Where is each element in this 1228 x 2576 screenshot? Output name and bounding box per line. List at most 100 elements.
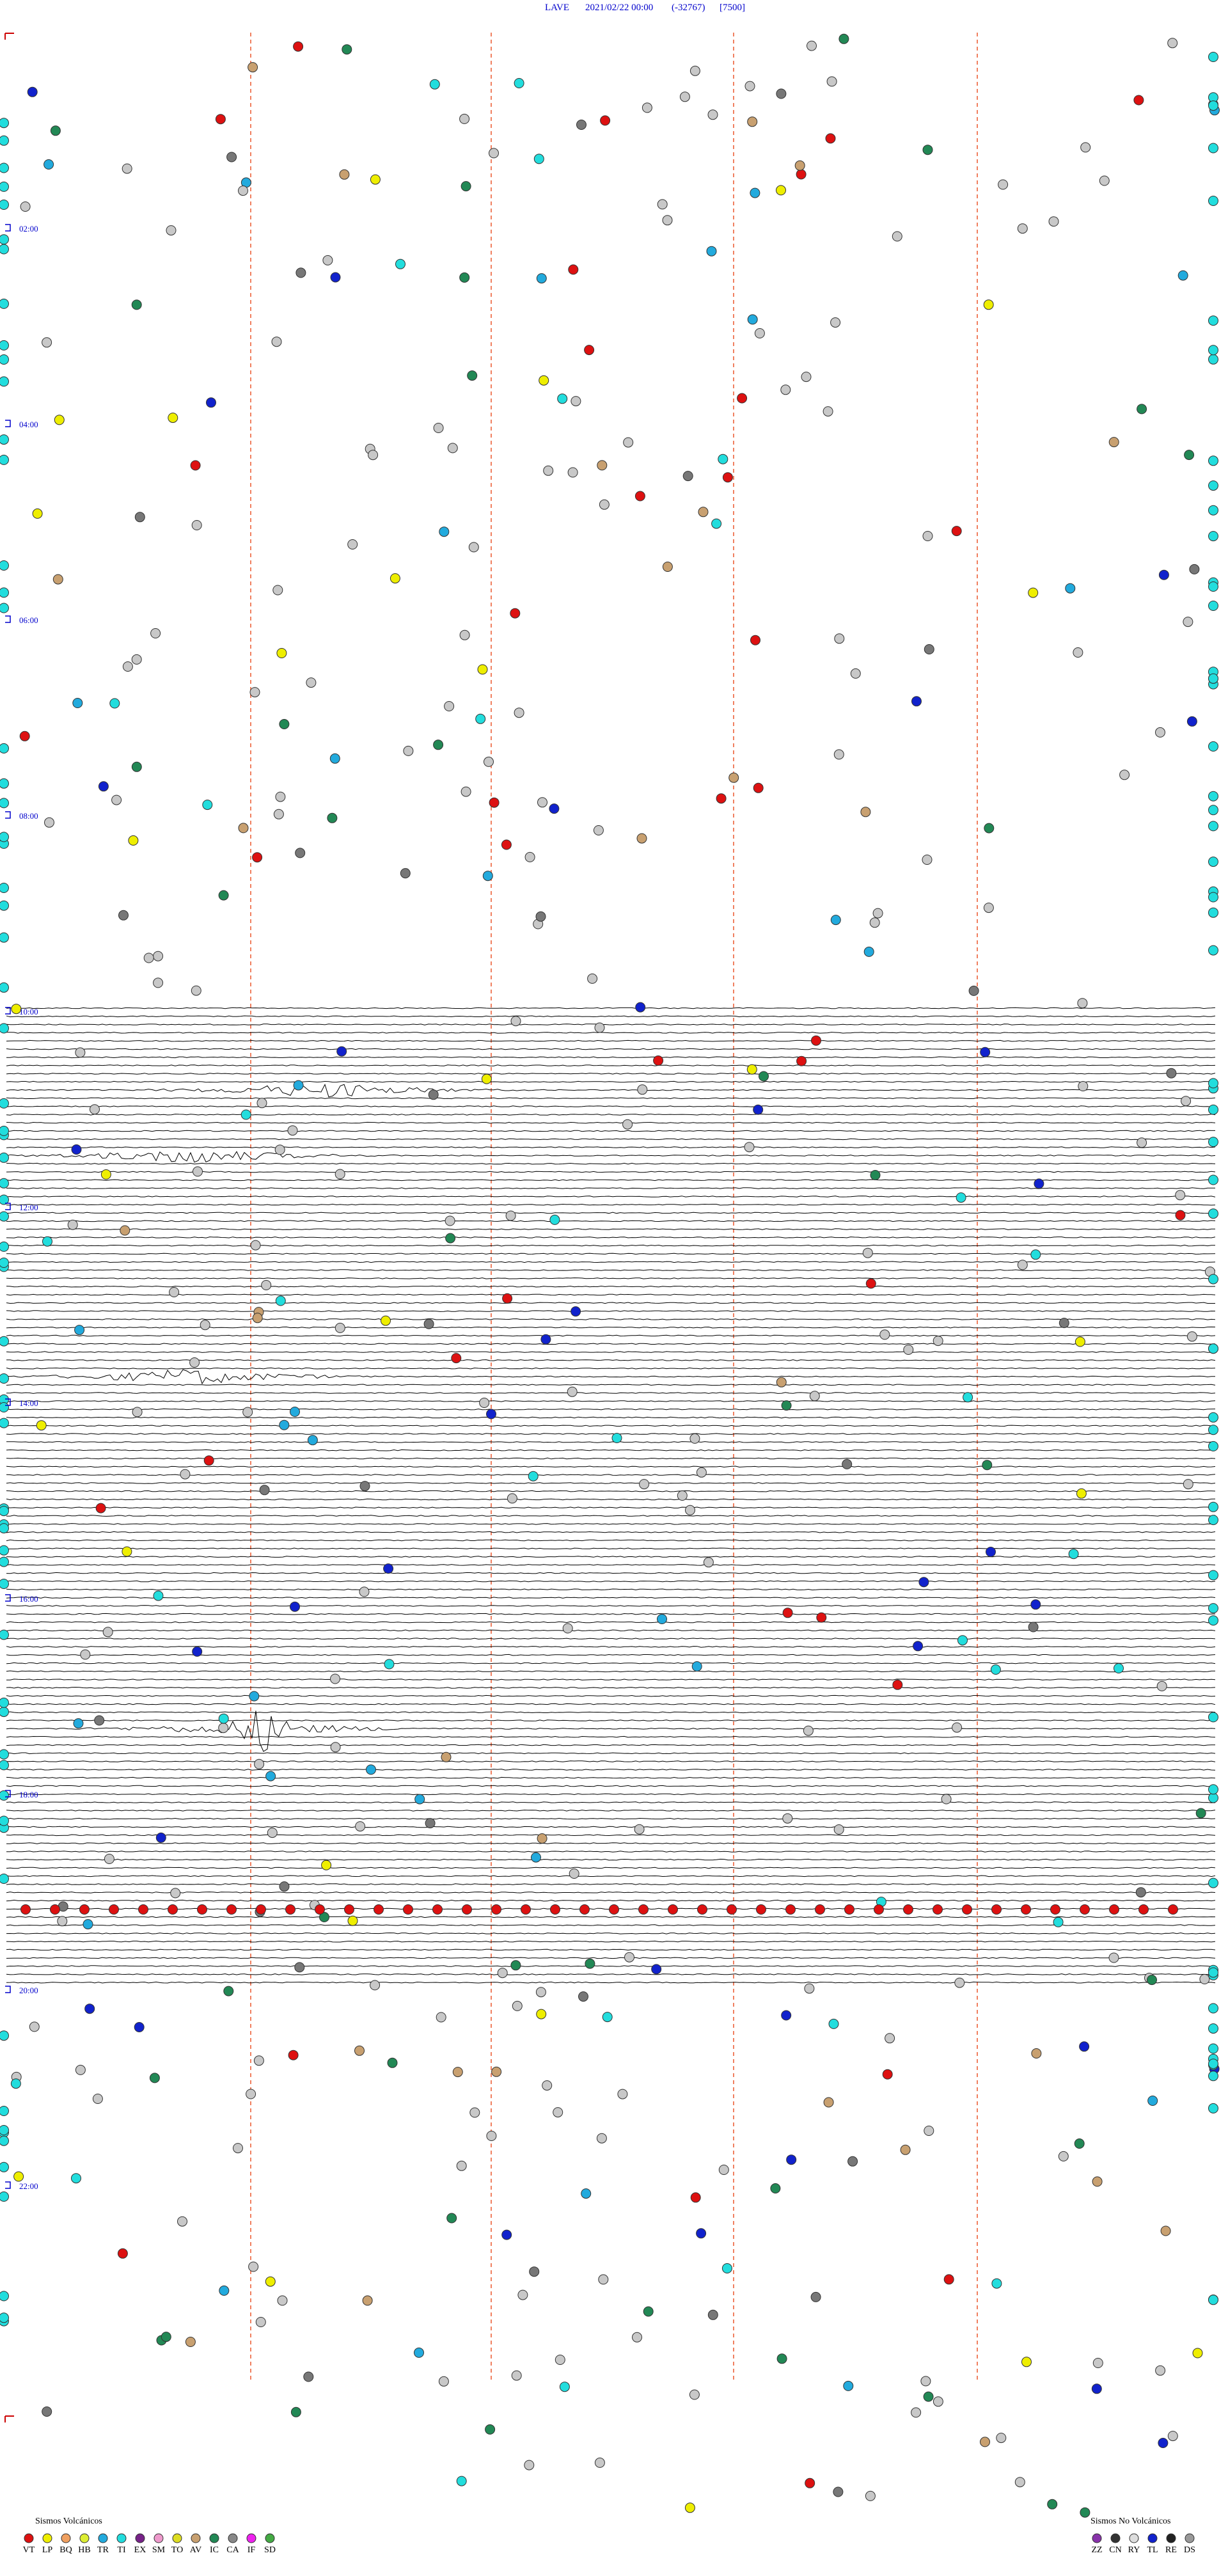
event-marker	[703, 1557, 714, 1568]
event-marker	[531, 1852, 541, 1863]
edge-marker	[0, 298, 9, 309]
time-bracket	[5, 1790, 11, 1798]
event-marker	[20, 1904, 31, 1915]
edge-marker	[0, 2312, 9, 2323]
event-marker	[223, 1986, 234, 1996]
event-marker	[1184, 450, 1195, 461]
event-marker	[255, 2317, 266, 2327]
event-marker	[581, 2188, 592, 2199]
event-marker	[131, 761, 142, 772]
event-marker	[721, 2263, 732, 2273]
seismic-trace	[6, 1351, 1216, 1353]
event-marker	[634, 491, 645, 502]
seismic-trace	[6, 1605, 1216, 1607]
event-marker	[847, 2156, 858, 2167]
event-marker	[510, 608, 521, 619]
legend-label: LP	[42, 2545, 53, 2555]
event-marker	[460, 786, 471, 797]
event-marker	[252, 1313, 263, 1324]
event-marker	[57, 1916, 68, 1927]
event-marker	[191, 985, 201, 996]
event-marker	[1059, 1318, 1069, 1329]
seismic-trace	[6, 1539, 1216, 1542]
event-marker	[781, 2010, 792, 2021]
time-bracket	[5, 1594, 11, 1602]
edge-marker	[0, 982, 9, 993]
legend-swatch	[1110, 2533, 1121, 2543]
seismic-trace	[6, 1523, 1216, 1525]
legend-label: AV	[190, 2545, 201, 2555]
event-marker	[477, 664, 488, 675]
event-marker	[290, 1407, 300, 1417]
seismic-trace	[6, 1515, 1216, 1517]
event-marker	[261, 1280, 272, 1290]
event-marker	[770, 2183, 781, 2193]
event-marker	[447, 443, 458, 454]
event-marker	[444, 701, 455, 711]
event-marker	[860, 807, 871, 818]
event-marker	[275, 1295, 286, 1306]
legend-label: TL	[1147, 2545, 1158, 2555]
seismic-trace	[6, 1187, 1216, 1189]
seismic-trace	[6, 1646, 1216, 1648]
event-marker	[13, 2171, 24, 2182]
event-marker	[153, 1590, 164, 1601]
event-marker	[452, 2067, 463, 2078]
event-marker	[697, 1904, 707, 1915]
event-marker	[36, 1420, 47, 1431]
event-marker	[387, 2057, 398, 2068]
event-marker	[685, 1505, 695, 1515]
event-marker	[689, 2389, 700, 2400]
event-marker	[1017, 223, 1028, 234]
event-marker	[400, 868, 411, 879]
edge-marker	[1208, 2103, 1218, 2114]
time-bracket	[5, 1007, 11, 1015]
event-marker	[1189, 564, 1200, 574]
event-marker	[557, 393, 568, 404]
event-marker	[924, 2126, 934, 2136]
event-marker	[782, 1813, 793, 1824]
event-marker	[250, 1240, 261, 1251]
seismic-trace	[6, 1080, 1216, 1083]
legend-swatch	[116, 2533, 127, 2543]
event-marker	[933, 1904, 943, 1915]
event-marker	[168, 1904, 178, 1915]
event-marker	[446, 2213, 457, 2224]
seismic-trace	[6, 1547, 1215, 1550]
edge-marker	[0, 2135, 9, 2146]
seismic-trace	[6, 1326, 1216, 1329]
event-marker	[1175, 1190, 1186, 1201]
edge-marker	[0, 743, 9, 754]
seismic-trace	[6, 1302, 1215, 1304]
edge-marker	[1208, 2043, 1218, 2054]
event-marker	[153, 951, 164, 961]
event-marker	[804, 1983, 815, 1994]
event-marker	[134, 2022, 145, 2032]
event-marker	[131, 654, 142, 665]
event-marker	[900, 2144, 911, 2155]
event-marker	[246, 2089, 256, 2099]
seismic-trace	[6, 1826, 1216, 1828]
event-marker	[750, 187, 760, 198]
bracket	[4, 33, 14, 40]
edge-marker	[0, 587, 9, 598]
time-label: 22:00	[19, 2181, 38, 2191]
event-marker	[980, 2437, 990, 2447]
seismic-trace	[6, 1638, 1216, 1640]
event-marker	[248, 2261, 259, 2272]
event-marker	[200, 1320, 210, 1331]
event-marker	[941, 1794, 952, 1805]
event-marker	[347, 539, 358, 549]
legend-swatch	[24, 2533, 34, 2543]
event-marker	[122, 1546, 132, 1557]
event-marker	[218, 1713, 229, 1724]
event-marker	[677, 1490, 688, 1501]
event-marker	[193, 1166, 203, 1177]
event-marker	[747, 116, 758, 127]
code: (-32767)	[672, 3, 705, 13]
edge-marker	[0, 1211, 9, 1222]
event-marker	[597, 460, 608, 471]
event-marker	[287, 1125, 298, 1136]
event-marker	[433, 739, 444, 750]
seismic-trace	[6, 1252, 1216, 1255]
